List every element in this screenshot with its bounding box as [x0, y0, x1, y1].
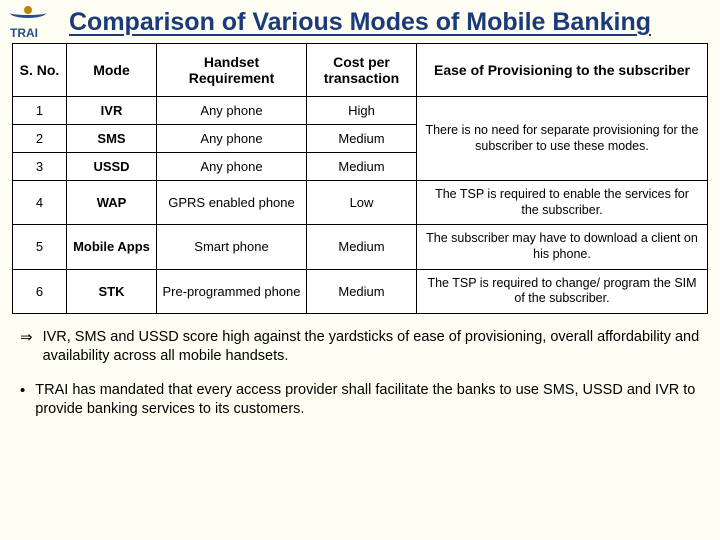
- cell-handset: Any phone: [157, 97, 307, 125]
- cell-ease: The subscriber may have to download a cl…: [417, 225, 708, 269]
- table-body: 1 IVR Any phone High There is no need fo…: [13, 97, 708, 314]
- comparison-table: S. No. Mode Handset Requirement Cost per…: [12, 43, 708, 314]
- cell-handset: Smart phone: [157, 225, 307, 269]
- col-header-mode: Mode: [67, 44, 157, 97]
- cell-cost: Low: [307, 181, 417, 225]
- col-header-cost: Cost per transaction: [307, 44, 417, 97]
- trai-logo: TRAI: [10, 6, 46, 40]
- cell-handset: Pre-programmed phone: [157, 269, 307, 313]
- table-row: 4 WAP GPRS enabled phone Low The TSP is …: [13, 181, 708, 225]
- cell-sno: 4: [13, 181, 67, 225]
- bullet-item: • TRAI has mandated that every access pr…: [20, 381, 700, 420]
- cell-ease: There is no need for separate provisioni…: [417, 97, 708, 181]
- cell-cost: Medium: [307, 153, 417, 181]
- table-header-row: S. No. Mode Handset Requirement Cost per…: [13, 44, 708, 97]
- comparison-table-wrap: S. No. Mode Handset Requirement Cost per…: [0, 43, 720, 314]
- bullet-item: ⇒ IVR, SMS and USSD score high against t…: [20, 328, 700, 367]
- implies-icon: ⇒: [20, 328, 33, 367]
- cell-cost: Medium: [307, 269, 417, 313]
- dot-icon: •: [20, 381, 25, 420]
- col-header-handset: Handset Requirement: [157, 44, 307, 97]
- trai-logo-text: TRAI: [10, 26, 38, 40]
- cell-mode: Mobile Apps: [67, 225, 157, 269]
- cell-ease: The TSP is required to enable the servic…: [417, 181, 708, 225]
- cell-sno: 3: [13, 153, 67, 181]
- bullet-text: IVR, SMS and USSD score high against the…: [43, 328, 700, 367]
- cell-cost: High: [307, 97, 417, 125]
- cell-mode: IVR: [67, 97, 157, 125]
- trai-logo-mark: [10, 6, 46, 24]
- bullet-text: TRAI has mandated that every access prov…: [35, 381, 700, 420]
- cell-mode: USSD: [67, 153, 157, 181]
- cell-mode: STK: [67, 269, 157, 313]
- col-header-ease: Ease of Provisioning to the subscriber: [417, 44, 708, 97]
- table-row: 6 STK Pre-programmed phone Medium The TS…: [13, 269, 708, 313]
- cell-sno: 1: [13, 97, 67, 125]
- cell-cost: Medium: [307, 125, 417, 153]
- table-row: 5 Mobile Apps Smart phone Medium The sub…: [13, 225, 708, 269]
- bullet-list: ⇒ IVR, SMS and USSD score high against t…: [0, 314, 720, 420]
- cell-handset: Any phone: [157, 153, 307, 181]
- cell-sno: 5: [13, 225, 67, 269]
- cell-sno: 6: [13, 269, 67, 313]
- col-header-sno: S. No.: [13, 44, 67, 97]
- cell-handset: Any phone: [157, 125, 307, 153]
- cell-mode: WAP: [67, 181, 157, 225]
- cell-handset: GPRS enabled phone: [157, 181, 307, 225]
- cell-mode: SMS: [67, 125, 157, 153]
- page-title: Comparison of Various Modes of Mobile Ba…: [0, 0, 720, 43]
- cell-sno: 2: [13, 125, 67, 153]
- table-row: 1 IVR Any phone High There is no need fo…: [13, 97, 708, 125]
- cell-ease: The TSP is required to change/ program t…: [417, 269, 708, 313]
- cell-cost: Medium: [307, 225, 417, 269]
